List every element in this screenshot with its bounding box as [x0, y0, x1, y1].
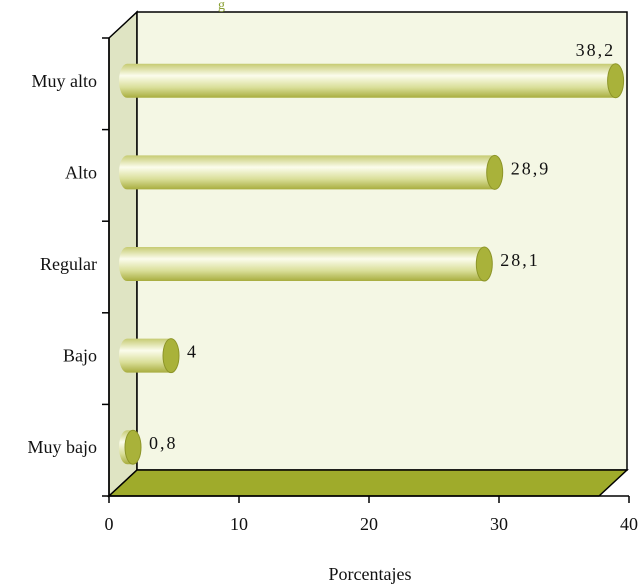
- category-label: Muy bajo: [28, 437, 98, 457]
- x-tick-label: 20: [360, 514, 378, 534]
- bar: 0,8: [119, 429, 178, 465]
- bar-value-label: 4: [187, 342, 198, 362]
- bar-body: [119, 338, 171, 373]
- bars: 38,2 28,9 28,1 4 0,8: [119, 40, 625, 465]
- bar-value-label: 38,2: [576, 40, 616, 60]
- category-label: Muy alto: [32, 71, 98, 91]
- bar: 4: [119, 338, 198, 374]
- bar-body: [119, 247, 485, 281]
- bar-cap: [475, 246, 493, 282]
- y-axis-ticks: [102, 37, 109, 497]
- category-label: Regular: [40, 254, 97, 274]
- bar-value-label: 28,1: [500, 250, 540, 270]
- bar-value-label: 0,8: [149, 433, 178, 453]
- x-tick-label: 30: [490, 514, 508, 534]
- x-tick-label: 10: [230, 514, 248, 534]
- category-label: Alto: [65, 162, 97, 182]
- x-axis-title: Porcentajes: [329, 564, 412, 584]
- bar-cap: [607, 63, 625, 99]
- bar: 38,2: [119, 40, 625, 99]
- title-fragment: g: [218, 0, 225, 13]
- bar-value-label: 28,9: [511, 158, 551, 178]
- x-tick-label: 40: [620, 514, 638, 534]
- floor: [107, 469, 629, 497]
- category-label: Bajo: [63, 346, 97, 366]
- x-tick-label: 0: [105, 514, 114, 534]
- bar-body: [119, 155, 495, 190]
- bar: 28,1: [119, 246, 540, 282]
- bar: 28,9: [119, 154, 551, 190]
- x-axis-ticks: 0 10 20 30 40: [105, 496, 638, 534]
- bar-cap: [124, 429, 142, 465]
- bar-cap: [486, 154, 504, 190]
- bar-cap: [162, 338, 180, 374]
- category-labels: Muy alto Alto Regular Bajo Muy bajo: [28, 71, 98, 457]
- bar-body: [119, 63, 616, 98]
